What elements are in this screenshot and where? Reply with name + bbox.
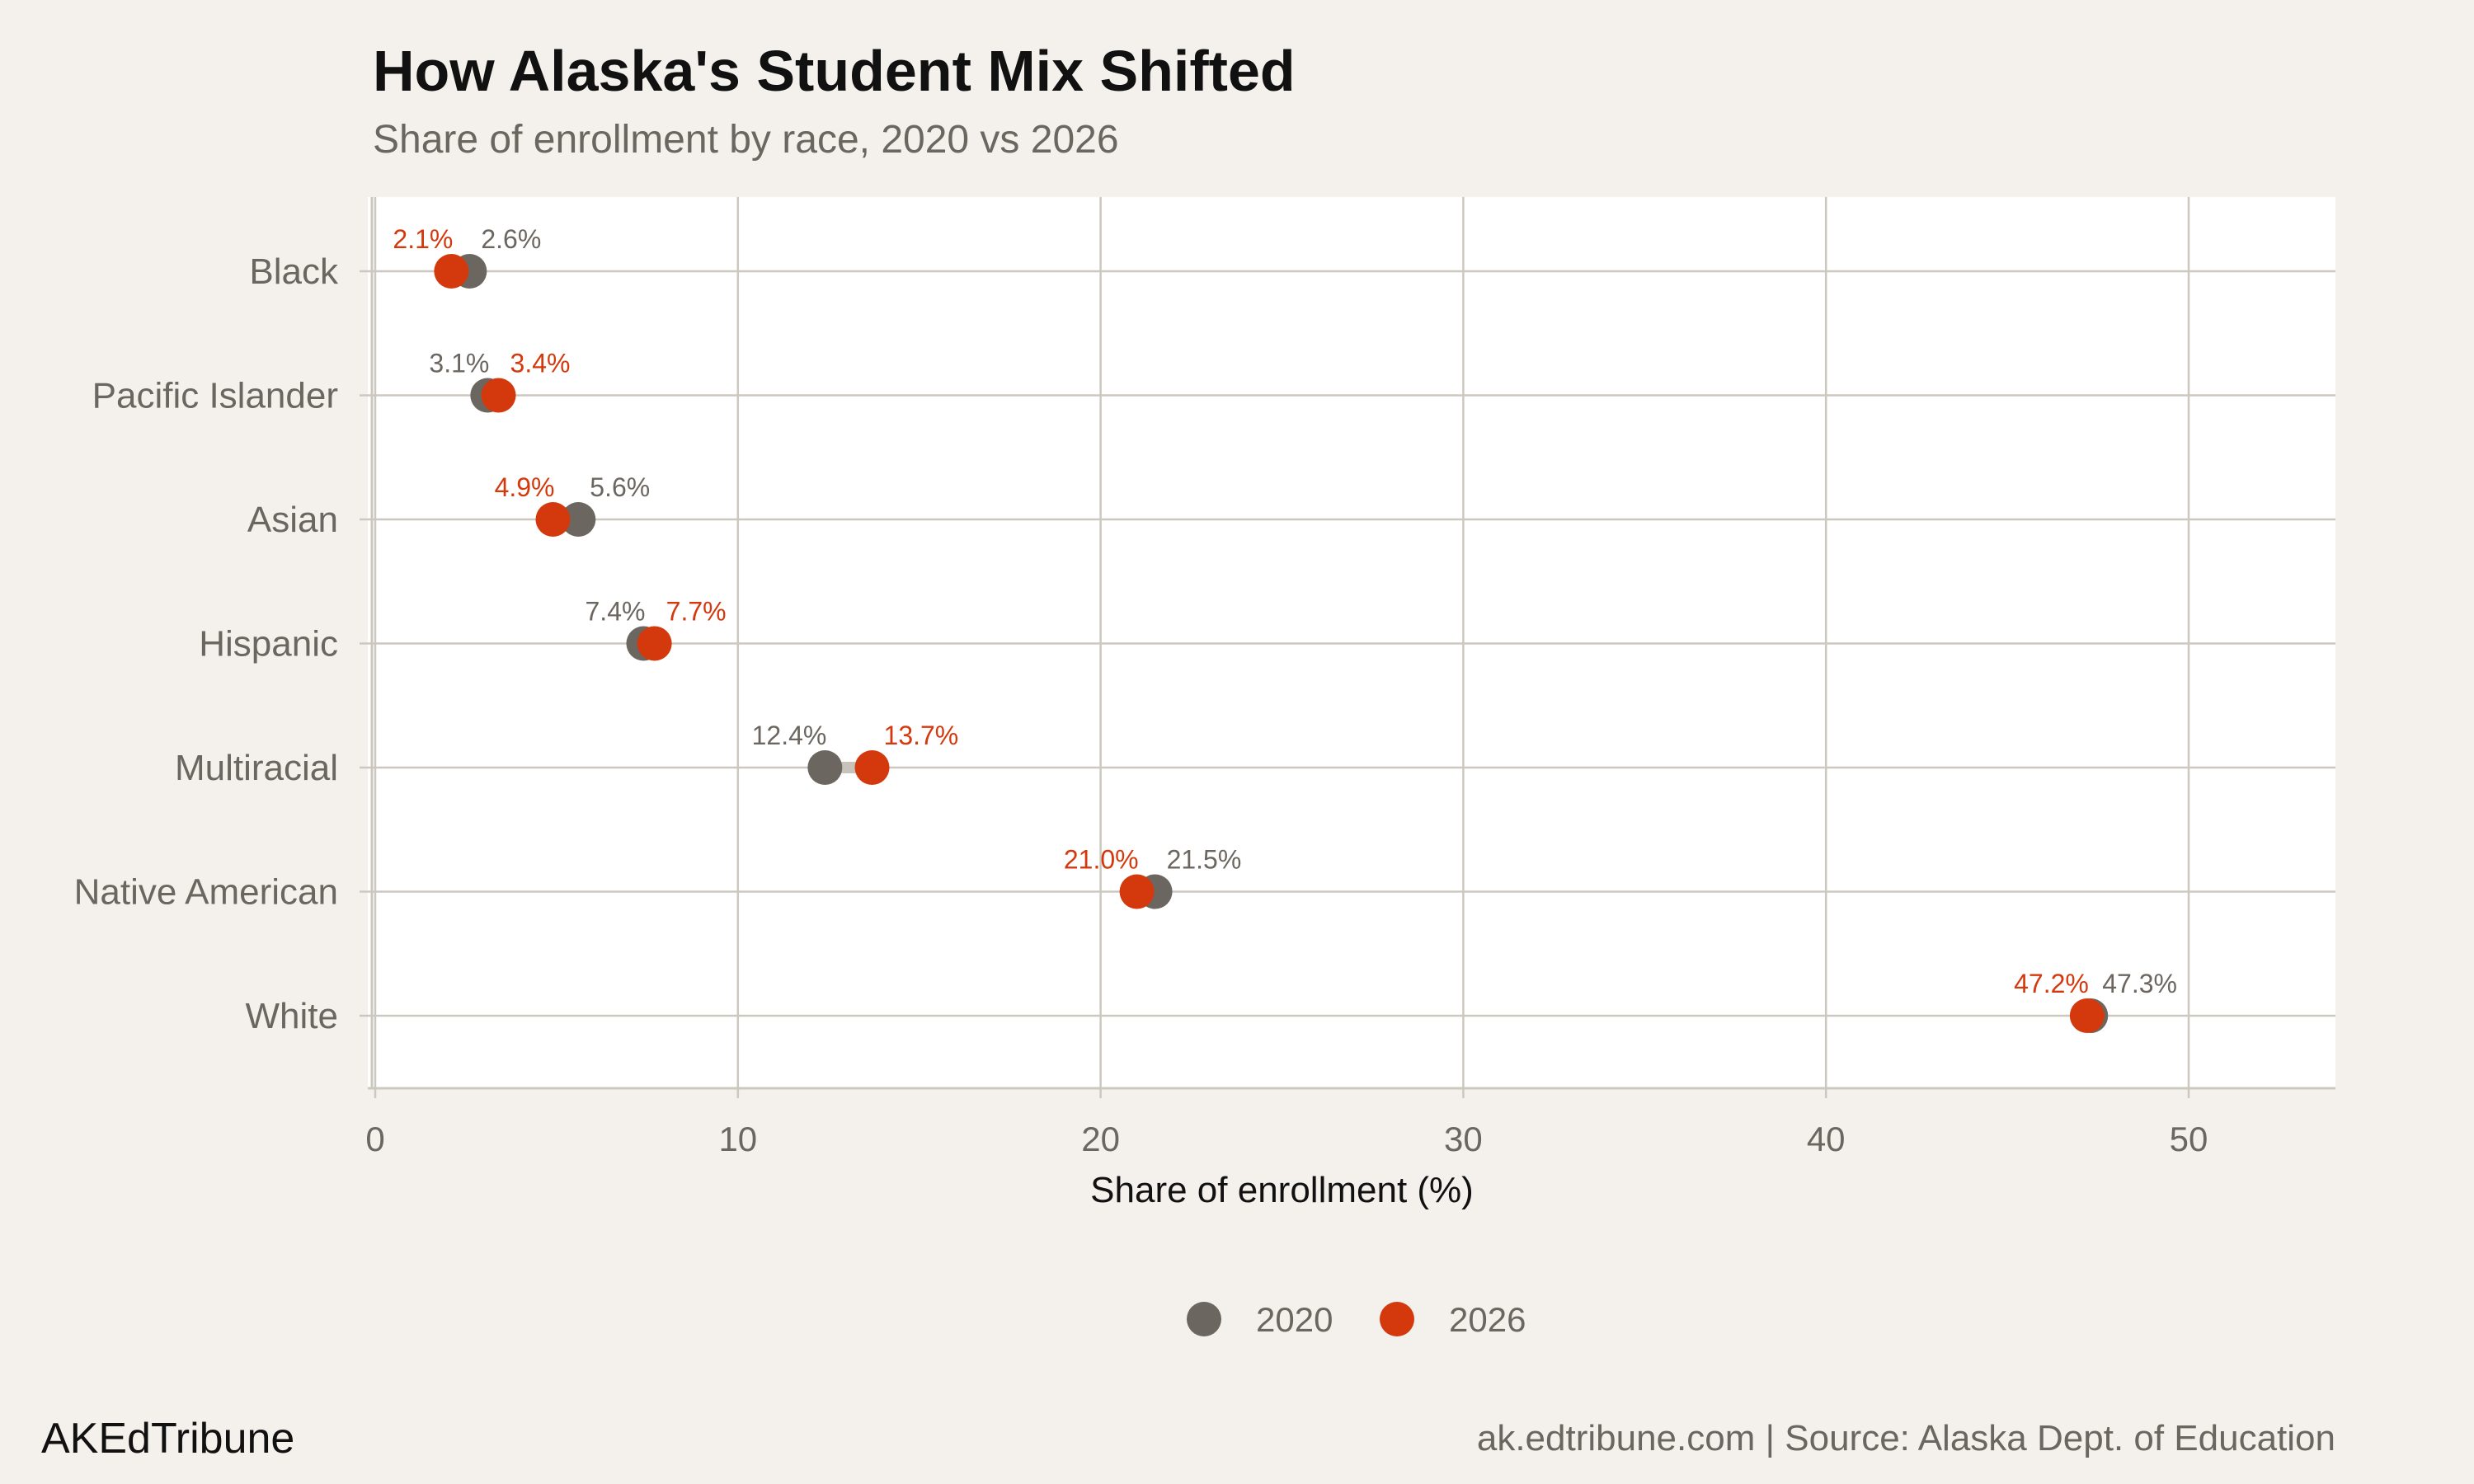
- data-label: 47.2%: [2014, 969, 2089, 998]
- dot-2026: [637, 626, 672, 661]
- data-label: 2.6%: [481, 224, 541, 254]
- dot-2026: [854, 750, 890, 785]
- dot-2026: [1119, 874, 1155, 909]
- dot-2020: [807, 750, 843, 785]
- legend-label-2020: 2020: [1256, 1300, 1333, 1339]
- data-label: 5.6%: [590, 472, 650, 502]
- brand-logo-text: AKEdTribune: [41, 1415, 295, 1463]
- y-tick-label: Hispanic: [199, 624, 338, 665]
- chart-subtitle: Share of enrollment by race, 2020 vs 202…: [373, 118, 1119, 162]
- data-label: 4.9%: [495, 472, 555, 502]
- y-tick-label: Pacific Islander: [92, 376, 338, 416]
- data-label: 7.7%: [666, 597, 727, 627]
- x-axis-title: Share of enrollment (%): [1090, 1170, 1474, 1210]
- data-label: 7.4%: [586, 597, 646, 627]
- y-tick-label: Black: [249, 251, 339, 292]
- source-credit: ak.edtribune.com | Source: Alaska Dept. …: [1476, 1418, 2335, 1458]
- dot-2020: [561, 502, 596, 537]
- chart-title: How Alaska's Student Mix Shifted: [373, 39, 1296, 103]
- data-label: 13.7%: [884, 721, 959, 750]
- x-tick-label: 10: [718, 1120, 757, 1158]
- dot-2026: [434, 254, 469, 289]
- y-tick-label: Asian: [247, 500, 338, 540]
- dot-2026: [481, 378, 516, 413]
- legend-dot-2020: [1187, 1302, 1221, 1336]
- x-tick-label: 20: [1081, 1120, 1120, 1158]
- y-tick-label: Multiracial: [175, 748, 338, 788]
- data-label: 47.3%: [2102, 969, 2177, 998]
- data-label: 21.5%: [1167, 845, 1242, 875]
- data-label: 3.1%: [429, 349, 489, 378]
- legend-label-2026: 2026: [1449, 1300, 1526, 1339]
- x-tick-label: 30: [1444, 1120, 1483, 1158]
- data-label: 12.4%: [752, 721, 827, 750]
- x-tick-label: 40: [1807, 1120, 1846, 1158]
- data-label: 2.1%: [393, 224, 453, 254]
- data-label: 21.0%: [1064, 845, 1139, 875]
- legend-dot-2026: [1380, 1302, 1414, 1336]
- x-tick-label: 0: [365, 1120, 384, 1158]
- y-tick-label: White: [246, 996, 338, 1036]
- dot-2026: [2069, 998, 2105, 1033]
- dot-2026: [535, 502, 571, 537]
- y-tick-label: Native American: [74, 872, 338, 913]
- data-label: 3.4%: [510, 349, 571, 378]
- x-tick-label: 50: [2170, 1120, 2208, 1158]
